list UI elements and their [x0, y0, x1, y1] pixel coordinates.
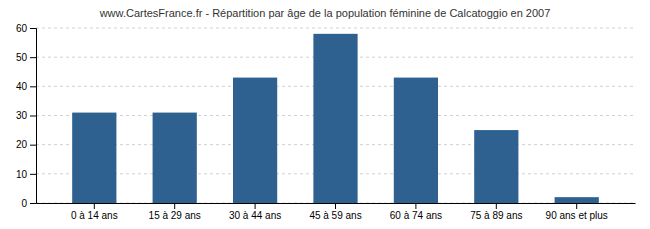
plot: 0 10 20 30 40 50 60 0 à 14 ans 15 à 29 ans 30 à 4… — [16, 23, 636, 221]
tick: 0 à 14 ans — [71, 203, 118, 221]
tick: 20 — [16, 139, 36, 150]
tick-mark — [30, 116, 36, 117]
grid-line — [36, 28, 635, 29]
tick-mark — [30, 28, 36, 29]
tick-mark — [30, 86, 36, 87]
tick: 10 — [16, 169, 36, 180]
tick-label: 0 à 14 ans — [71, 210, 118, 221]
tick: 30 — [16, 110, 36, 121]
tick-mark — [30, 203, 36, 204]
axis-line — [30, 29, 37, 204]
bar — [394, 78, 438, 203]
tick-mark — [30, 174, 36, 175]
grid — [36, 28, 635, 203]
tick-mark — [496, 203, 497, 209]
chart: www.CartesFrance.fr - Répartition par âg… — [0, 0, 650, 229]
bar — [474, 130, 518, 203]
tick: 60 à 74 ans — [390, 203, 442, 221]
tick-mark — [415, 203, 416, 209]
x-axis: 0 à 14 ans 15 à 29 ans 30 à 44 ans 45 à 59 … — [37, 203, 636, 221]
tick-mark — [94, 203, 95, 209]
tick-label: 60 à 74 ans — [390, 210, 442, 221]
tick: 0 — [21, 198, 36, 209]
tick: 40 — [16, 81, 36, 92]
tick-label: 30 — [16, 110, 28, 121]
tick: 50 — [16, 52, 36, 63]
tick-mark — [30, 57, 36, 58]
title: www.CartesFrance.fr - Répartition par âg… — [99, 7, 551, 19]
y-axis: 0 10 20 30 40 50 60 — [16, 23, 37, 209]
tick-label: 0 — [21, 198, 27, 209]
tick-label: 90 ans et plus — [546, 210, 608, 221]
tick: 15 à 29 ans — [149, 203, 201, 221]
tick-label: 15 à 29 ans — [149, 210, 201, 221]
tick-label: 10 — [16, 169, 28, 180]
tick: 60 — [16, 23, 36, 34]
bar — [313, 34, 357, 203]
bar — [72, 113, 116, 203]
tick-label: 75 à 89 ans — [470, 210, 522, 221]
bar — [233, 78, 277, 203]
bar — [555, 197, 599, 203]
tick-label: 40 — [16, 81, 28, 92]
bars — [72, 34, 599, 203]
tick-label: 45 à 59 ans — [309, 210, 361, 221]
tick-mark — [174, 203, 175, 209]
tick-label: 50 — [16, 52, 28, 63]
tick-mark — [30, 145, 36, 146]
tick-label: 20 — [16, 139, 28, 150]
bar — [153, 113, 197, 203]
tick: 75 à 89 ans — [470, 203, 522, 221]
tick-label: 60 — [16, 23, 28, 34]
tick: 90 ans et plus — [546, 203, 608, 221]
tick-label: 30 à 44 ans — [229, 210, 281, 221]
tick-mark — [255, 203, 256, 209]
tick-mark — [335, 203, 336, 209]
tick: 45 à 59 ans — [309, 203, 361, 221]
tick-mark — [576, 203, 577, 209]
tick: 30 à 44 ans — [229, 203, 281, 221]
